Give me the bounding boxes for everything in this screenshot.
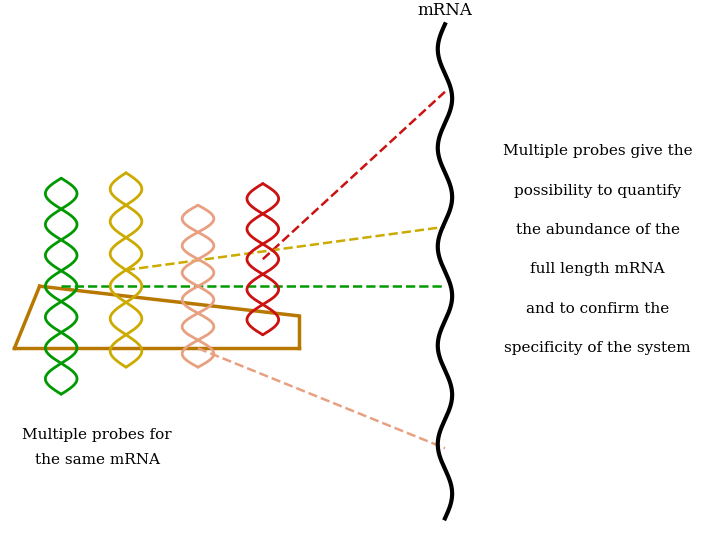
Text: full length mRNA: full length mRNA — [531, 262, 665, 276]
Text: Multiple probes for: Multiple probes for — [22, 428, 172, 442]
Text: specificity of the system: specificity of the system — [504, 341, 691, 355]
Text: possibility to quantify: possibility to quantify — [514, 184, 681, 198]
Text: Multiple probes give the: Multiple probes give the — [503, 144, 693, 158]
Text: the abundance of the: the abundance of the — [516, 223, 680, 237]
Text: and to confirm the: and to confirm the — [526, 302, 669, 316]
Text: mRNA: mRNA — [418, 2, 472, 19]
Text: the same mRNA: the same mRNA — [35, 453, 160, 467]
